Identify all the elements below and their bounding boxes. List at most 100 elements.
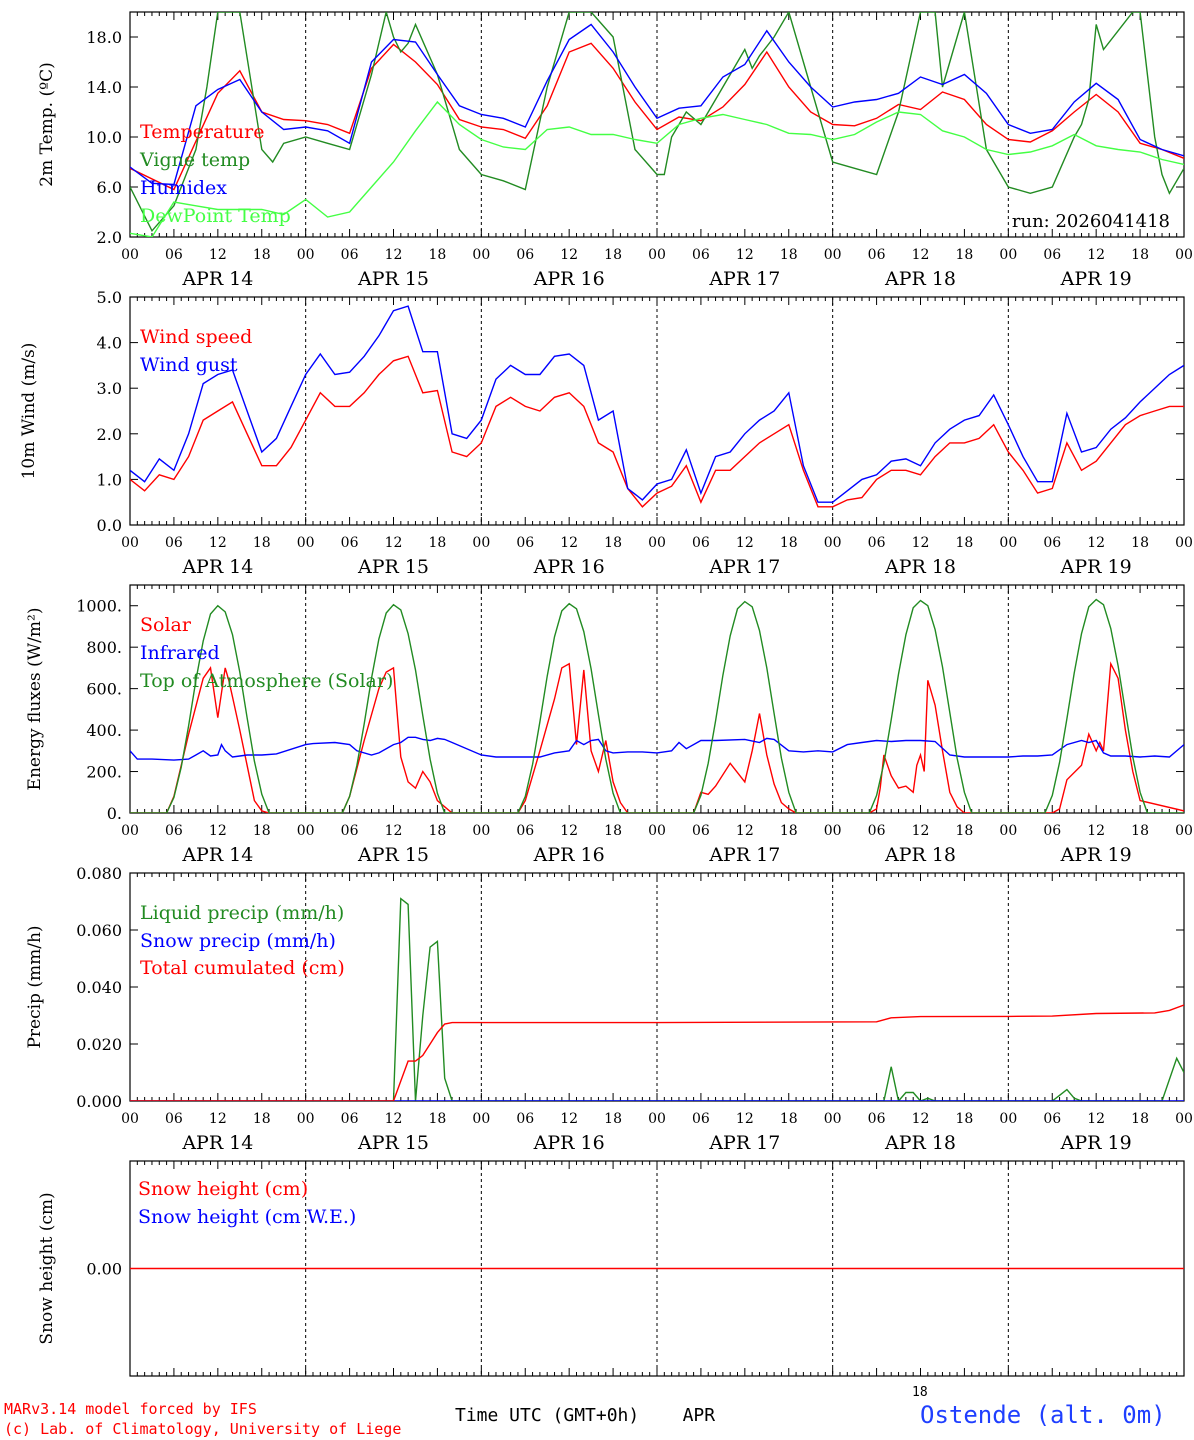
x-tick-label: 00	[1175, 1111, 1193, 1127]
y-tick-label: 1000.	[76, 597, 122, 616]
panel-3: 0. 200. 400. 600. 800. 1000. Energy fluxes (W/…	[25, 584, 1193, 866]
legend-entry: Vigne temp	[139, 149, 250, 171]
x-tick-label: 06	[165, 247, 183, 263]
x-tick-label: 18	[956, 535, 974, 551]
day-label: APR 18	[884, 1132, 956, 1154]
small-18-label: 18	[912, 1385, 928, 1400]
x-tick-label: 00	[121, 535, 139, 551]
y-tick-label: 800.	[86, 638, 122, 657]
y-tick-label: 0.080	[76, 864, 122, 883]
y-tick-label: 18.0	[86, 28, 122, 47]
series-line	[130, 100, 1184, 237]
day-label: APR 19	[1060, 844, 1132, 866]
legend-entry: Wind speed	[140, 326, 252, 348]
day-label: APR 18	[884, 268, 956, 290]
x-tick-label: 06	[692, 535, 710, 551]
legend-entry: Total cumulated (cm)	[140, 957, 345, 979]
x-tick-label: 00	[472, 247, 490, 263]
x-tick-label: 06	[868, 535, 886, 551]
x-tick-label: 00	[472, 823, 490, 839]
x-tick-label: 06	[1043, 247, 1061, 263]
x-tick-label: 18	[780, 1111, 798, 1127]
x-tick-label: 18	[253, 247, 271, 263]
x-tick-label: 18	[956, 1111, 974, 1127]
x-tick-label: 18	[604, 823, 622, 839]
x-tick-label: 00	[1175, 247, 1193, 263]
y-tick-label: 0.040	[76, 978, 122, 997]
x-tick-label: 00	[999, 247, 1017, 263]
plot-frame	[129, 11, 1185, 238]
x-tick-label: 06	[516, 247, 534, 263]
x-tick-label: 18	[780, 535, 798, 551]
x-tick-label: 18	[780, 823, 798, 839]
minor-ticks	[129, 12, 1185, 238]
run-annotation: run: 2026041418	[1012, 211, 1170, 232]
x-tick-label: 12	[1087, 1111, 1105, 1127]
footer-credits: MARv3.14 model forced by IFS (c) Lab. of…	[4, 1399, 401, 1439]
x-tick-label: 12	[736, 1111, 754, 1127]
x-tick-label: 00	[1175, 535, 1193, 551]
x-tick-label: 18	[956, 247, 974, 263]
x-tick-label: 00	[297, 247, 315, 263]
x-tick-label: 18	[604, 1111, 622, 1127]
panel-4: 0.000 0.020 0.040 0.060 0.080 Precip (mm/h) 00…	[25, 864, 1193, 1154]
y-axis-label: Snow height (cm)	[37, 1192, 57, 1344]
x-tick-label: 06	[516, 535, 534, 551]
month-label: APR	[682, 1405, 716, 1426]
x-tick-label: 12	[385, 535, 403, 551]
legend-entry: DewPoint Temp	[140, 205, 291, 227]
x-tick-label: 06	[165, 535, 183, 551]
day-label: APR 15	[357, 1132, 429, 1154]
x-tick-label: 06	[868, 823, 886, 839]
x-tick-label: 18	[604, 247, 622, 263]
x-tick-label: 06	[341, 1111, 359, 1127]
y-tick-label: 1.0	[97, 470, 122, 489]
x-tick-label: 18	[780, 247, 798, 263]
day-label: APR 18	[884, 844, 956, 866]
y-axis-label: 2m Temp. (ºC)	[37, 62, 57, 187]
x-tick-label: 18	[956, 823, 974, 839]
series-line	[130, 12, 1184, 233]
y-tick-label: 3.0	[97, 379, 122, 398]
x-tick-label: 12	[736, 823, 754, 839]
series-line	[130, 42, 1184, 191]
x-tick-label: 00	[121, 1111, 139, 1127]
y-tick-label: 600.	[86, 680, 122, 699]
x-tick-label: 00	[472, 1111, 490, 1127]
x-tick-label: 12	[385, 1111, 403, 1127]
legend-entry: Solar	[140, 614, 192, 636]
x-tick-label: 12	[1087, 823, 1105, 839]
x-tick-label: 12	[560, 1111, 578, 1127]
x-tick-label: 12	[560, 823, 578, 839]
x-tick-label: 06	[516, 1111, 534, 1127]
x-tick-label: 12	[912, 1111, 930, 1127]
x-tick-label: 00	[121, 247, 139, 263]
day-label: APR 15	[357, 268, 429, 290]
x-tick-label: 12	[1087, 247, 1105, 263]
x-tick-label: 06	[1043, 1111, 1061, 1127]
day-label: APR 15	[357, 556, 429, 578]
x-tick-label: 00	[297, 823, 315, 839]
series-line	[130, 1004, 1184, 1101]
x-tick-label: 12	[736, 535, 754, 551]
x-tick-label: 00	[824, 823, 842, 839]
y-tick-label: 0.0	[97, 516, 122, 535]
x-tick-label: 12	[1087, 535, 1105, 551]
day-label: APR 16	[533, 1132, 605, 1154]
y-tick-label: 5.0	[97, 288, 122, 307]
x-tick-label: 18	[429, 823, 447, 839]
series-line	[130, 355, 1184, 508]
day-label: APR 14	[181, 268, 253, 290]
series-line	[130, 897, 1184, 1101]
x-tick-label: 00	[648, 1111, 666, 1127]
day-label: APR 19	[1060, 556, 1132, 578]
time-axis-label: Time UTC (GMT+0h)	[455, 1405, 640, 1426]
legend-entry: Snow precip (mm/h)	[140, 930, 336, 952]
x-tick-label: 06	[341, 535, 359, 551]
y-tick-label: 4.0	[97, 334, 122, 353]
x-tick-label: 00	[297, 535, 315, 551]
y-tick-label: 0.020	[76, 1035, 122, 1054]
y-axis-label: Energy fluxes (W/m²)	[25, 608, 45, 791]
series-line	[130, 736, 1184, 761]
legend-entry: Snow height (cm W.E.)	[138, 1206, 356, 1228]
